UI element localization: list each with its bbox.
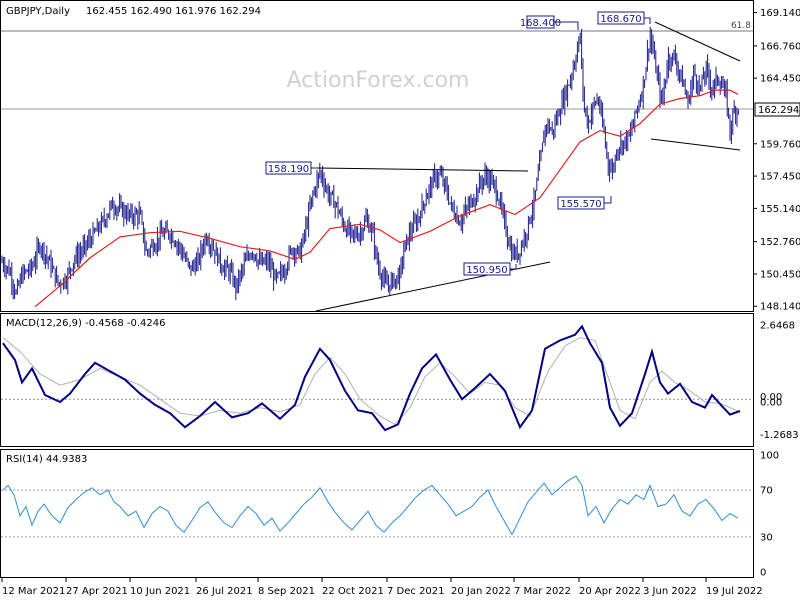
macd-axis: 2.6468 0.000.00 -1.2683: [760, 321, 799, 442]
macd-label: MACD(12,26,9) -0.4568 -0.4246: [6, 318, 166, 329]
annotation-158-190: 158.190: [265, 161, 317, 175]
symbol-title: GBPJPY,Daily: [6, 6, 70, 17]
date-label: 20 Apr 2022: [579, 586, 641, 597]
rsi-tick-label: 100: [760, 451, 779, 462]
price-tick-label: 155.140: [760, 204, 800, 215]
price-tick-label: 148.140: [760, 302, 800, 313]
date-label: 3 Jun 2022: [643, 586, 697, 597]
last-price-label: 162.294: [758, 105, 799, 116]
macd-tick-label: -1.2683: [760, 430, 799, 441]
price-panel: [0, 0, 754, 312]
resistance-trendline: [316, 167, 529, 172]
fib-label: 61.8: [731, 21, 751, 31]
rsi-panel: [0, 449, 754, 578]
annotation-150-950: 150.950: [463, 262, 517, 276]
date-label: 27 Apr 2021: [66, 586, 128, 597]
annotation-168-670: 168.670: [597, 11, 651, 25]
price-axis: 169.140 166.760 164.450 159.760 157.450 155.1…: [753, 8, 800, 313]
support-trendline: [315, 261, 551, 312]
price-tick-label: 169.140: [760, 8, 800, 19]
ohlc-values: 162.455 162.490 161.976 162.294: [86, 6, 261, 17]
watermark: ActionForex.com: [287, 68, 470, 93]
date-label: 26 Jul 2021: [196, 586, 253, 597]
date-label: 20 Jan 2022: [451, 586, 511, 597]
price-tick-label: 164.450: [760, 74, 800, 85]
rsi-label: RSI(14) 44.9383: [6, 454, 87, 465]
rsi-tick-label: 30: [760, 532, 773, 543]
price-tick-label: 166.760: [760, 41, 800, 52]
date-label: 22 Oct 2021: [322, 586, 384, 597]
date-label: 19 Jul 2022: [706, 586, 763, 597]
rsi-tick-label: 0: [760, 568, 766, 579]
macd-panel: [0, 313, 754, 447]
last-price-box: [754, 102, 800, 117]
annotation-label: 168.400: [520, 18, 561, 29]
rsi-line: [2, 475, 739, 536]
macd-tick-label: 0.00: [760, 392, 782, 403]
macd-line: [2, 324, 741, 432]
date-label: 10 Jun 2021: [130, 586, 190, 597]
annotation-label: 150.950: [466, 265, 507, 276]
annotation-168-400: 168.400: [520, 15, 579, 30]
date-axis: 12 Mar 2021 27 Apr 2021 10 Jun 2021 26 Jul …: [1, 578, 763, 597]
macd-tick-label: 2.6468: [760, 321, 795, 332]
annotation-label: 155.570: [560, 199, 601, 210]
upper-wedge-line: [654, 21, 741, 62]
annotation-155-570: 155.570: [557, 196, 612, 210]
annotation-label: 158.190: [268, 164, 309, 175]
price-tick-label: 152.760: [760, 237, 800, 248]
date-label: 12 Mar 2021: [2, 586, 65, 597]
price-tick-label: 157.450: [760, 172, 800, 183]
rsi-tick-label: 70: [760, 486, 773, 497]
macd-tick-label: 0.00: [760, 397, 782, 408]
price-tick-label: 150.450: [760, 269, 800, 280]
annotation-label: 168.670: [600, 14, 641, 25]
price-tick-label: 159.760: [760, 139, 800, 150]
moving-average-line: [34, 89, 739, 308]
date-label: 7 Mar 2022: [514, 586, 571, 597]
date-label: 8 Sep 2021: [258, 586, 315, 597]
lower-wedge-line: [650, 138, 741, 151]
date-label: 7 Dec 2021: [387, 586, 445, 597]
rsi-axis: 100 70 30 0: [760, 451, 779, 579]
